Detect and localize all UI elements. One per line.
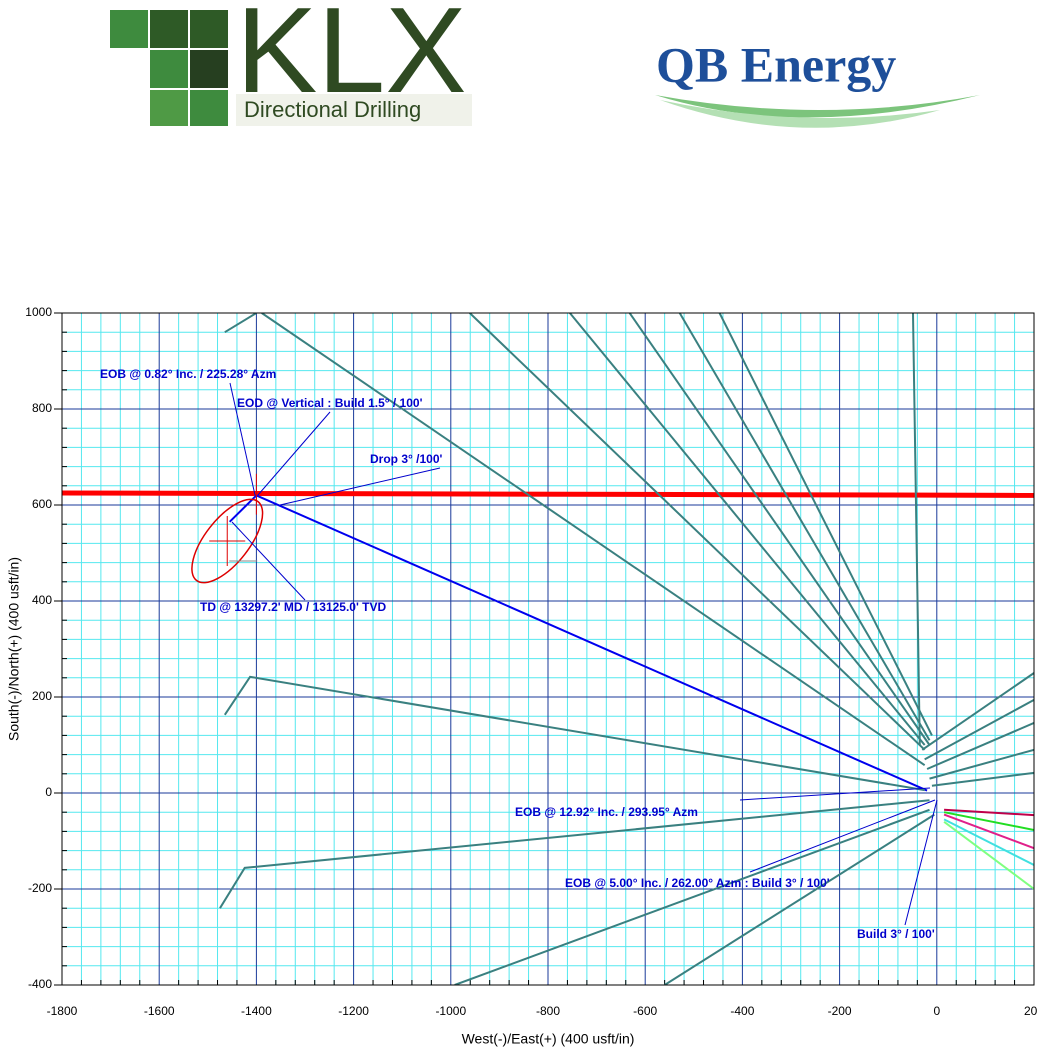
series-group	[62, 313, 1034, 985]
logo-name: QB Energy	[656, 36, 896, 92]
series-line	[943, 811, 1034, 831]
y-tick-label: -200	[28, 881, 52, 895]
annotation: EOD @ Vertical : Build 1.5° / 100'	[237, 396, 423, 410]
klx-logo: KLX Directional Drilling	[110, 0, 472, 126]
chart: -1800 -1600 -1400 -1200 -1000 -800 -600 -400 -20…	[6, 305, 1037, 1047]
y-tick-label: -400	[28, 977, 52, 991]
x-tick-label: -1800	[47, 1004, 78, 1018]
annotation-leader	[279, 467, 441, 506]
annotation: EOB @ 0.82° Inc. / 225.28° Azm	[100, 367, 276, 381]
y-tick-label: 800	[32, 401, 52, 415]
series-line	[678, 313, 931, 741]
x-tick-label: 0	[933, 1004, 940, 1018]
series-line	[569, 313, 926, 746]
series-line	[628, 313, 931, 746]
annotation-leader	[229, 382, 256, 496]
plot-frame	[61, 312, 1035, 986]
series-line	[931, 771, 1034, 787]
series-line	[223, 675, 925, 792]
series-line	[219, 799, 930, 909]
series-line	[943, 820, 1034, 890]
annotation-leader	[739, 787, 931, 801]
y-tick-label: 400	[32, 593, 52, 607]
x-tick-label: -1000	[435, 1004, 466, 1018]
annotation: Drop 3° /100'	[370, 452, 442, 466]
annotation-leader	[257, 411, 331, 496]
series-line	[62, 490, 1034, 498]
annotation: EOB @ 5.00° Inc. / 262.00° Azm : Build 3…	[565, 876, 830, 890]
series-line	[929, 748, 1034, 780]
series-line	[454, 808, 930, 985]
y-tick-label: 600	[32, 497, 52, 511]
annotation-leader	[749, 799, 936, 873]
annotation-leader	[904, 799, 938, 926]
annotation: EOB @ 12.92° Inc. / 293.95° Azm	[515, 805, 698, 819]
x-tick-label: 200	[1024, 1004, 1037, 1018]
annotation: Build 3° / 100'	[857, 927, 935, 941]
annotation-leader	[231, 521, 306, 601]
series-line	[944, 808, 1034, 817]
target-ellipse	[191, 498, 264, 584]
series-line	[261, 313, 926, 766]
x-tick-label: -1200	[338, 1004, 369, 1018]
y-axis-label: South(-)/North(+) (400 usft/in)	[6, 557, 22, 741]
series-line	[718, 313, 933, 736]
x-tick-label: -1400	[241, 1004, 272, 1018]
y-tick-label: 1000	[25, 305, 52, 319]
y-tick-label: 200	[32, 689, 52, 703]
series-line	[911, 313, 921, 746]
series-line	[664, 813, 935, 985]
series-line	[943, 813, 1034, 850]
x-tick-label: -1600	[144, 1004, 175, 1018]
series-line	[224, 313, 257, 334]
x-axis-label: West(-)/East(+) (400 usft/in)	[462, 1031, 635, 1047]
x-tick-label: -600	[633, 1004, 657, 1018]
y-tick-label: 0	[45, 785, 52, 799]
series-line	[943, 818, 1034, 866]
series-line	[921, 672, 1034, 751]
x-tick-label: -400	[730, 1004, 754, 1018]
series-line	[924, 699, 1034, 761]
series-line	[469, 313, 926, 751]
logo-subtitle: Directional Drilling	[244, 97, 421, 122]
x-tick-label: -200	[828, 1004, 852, 1018]
series-line	[926, 722, 1034, 770]
x-tick-label: -800	[536, 1004, 560, 1018]
annotation: TD @ 13297.2' MD / 13125.0' TVD	[200, 600, 386, 614]
qb-logo: QB Energy	[655, 36, 980, 128]
